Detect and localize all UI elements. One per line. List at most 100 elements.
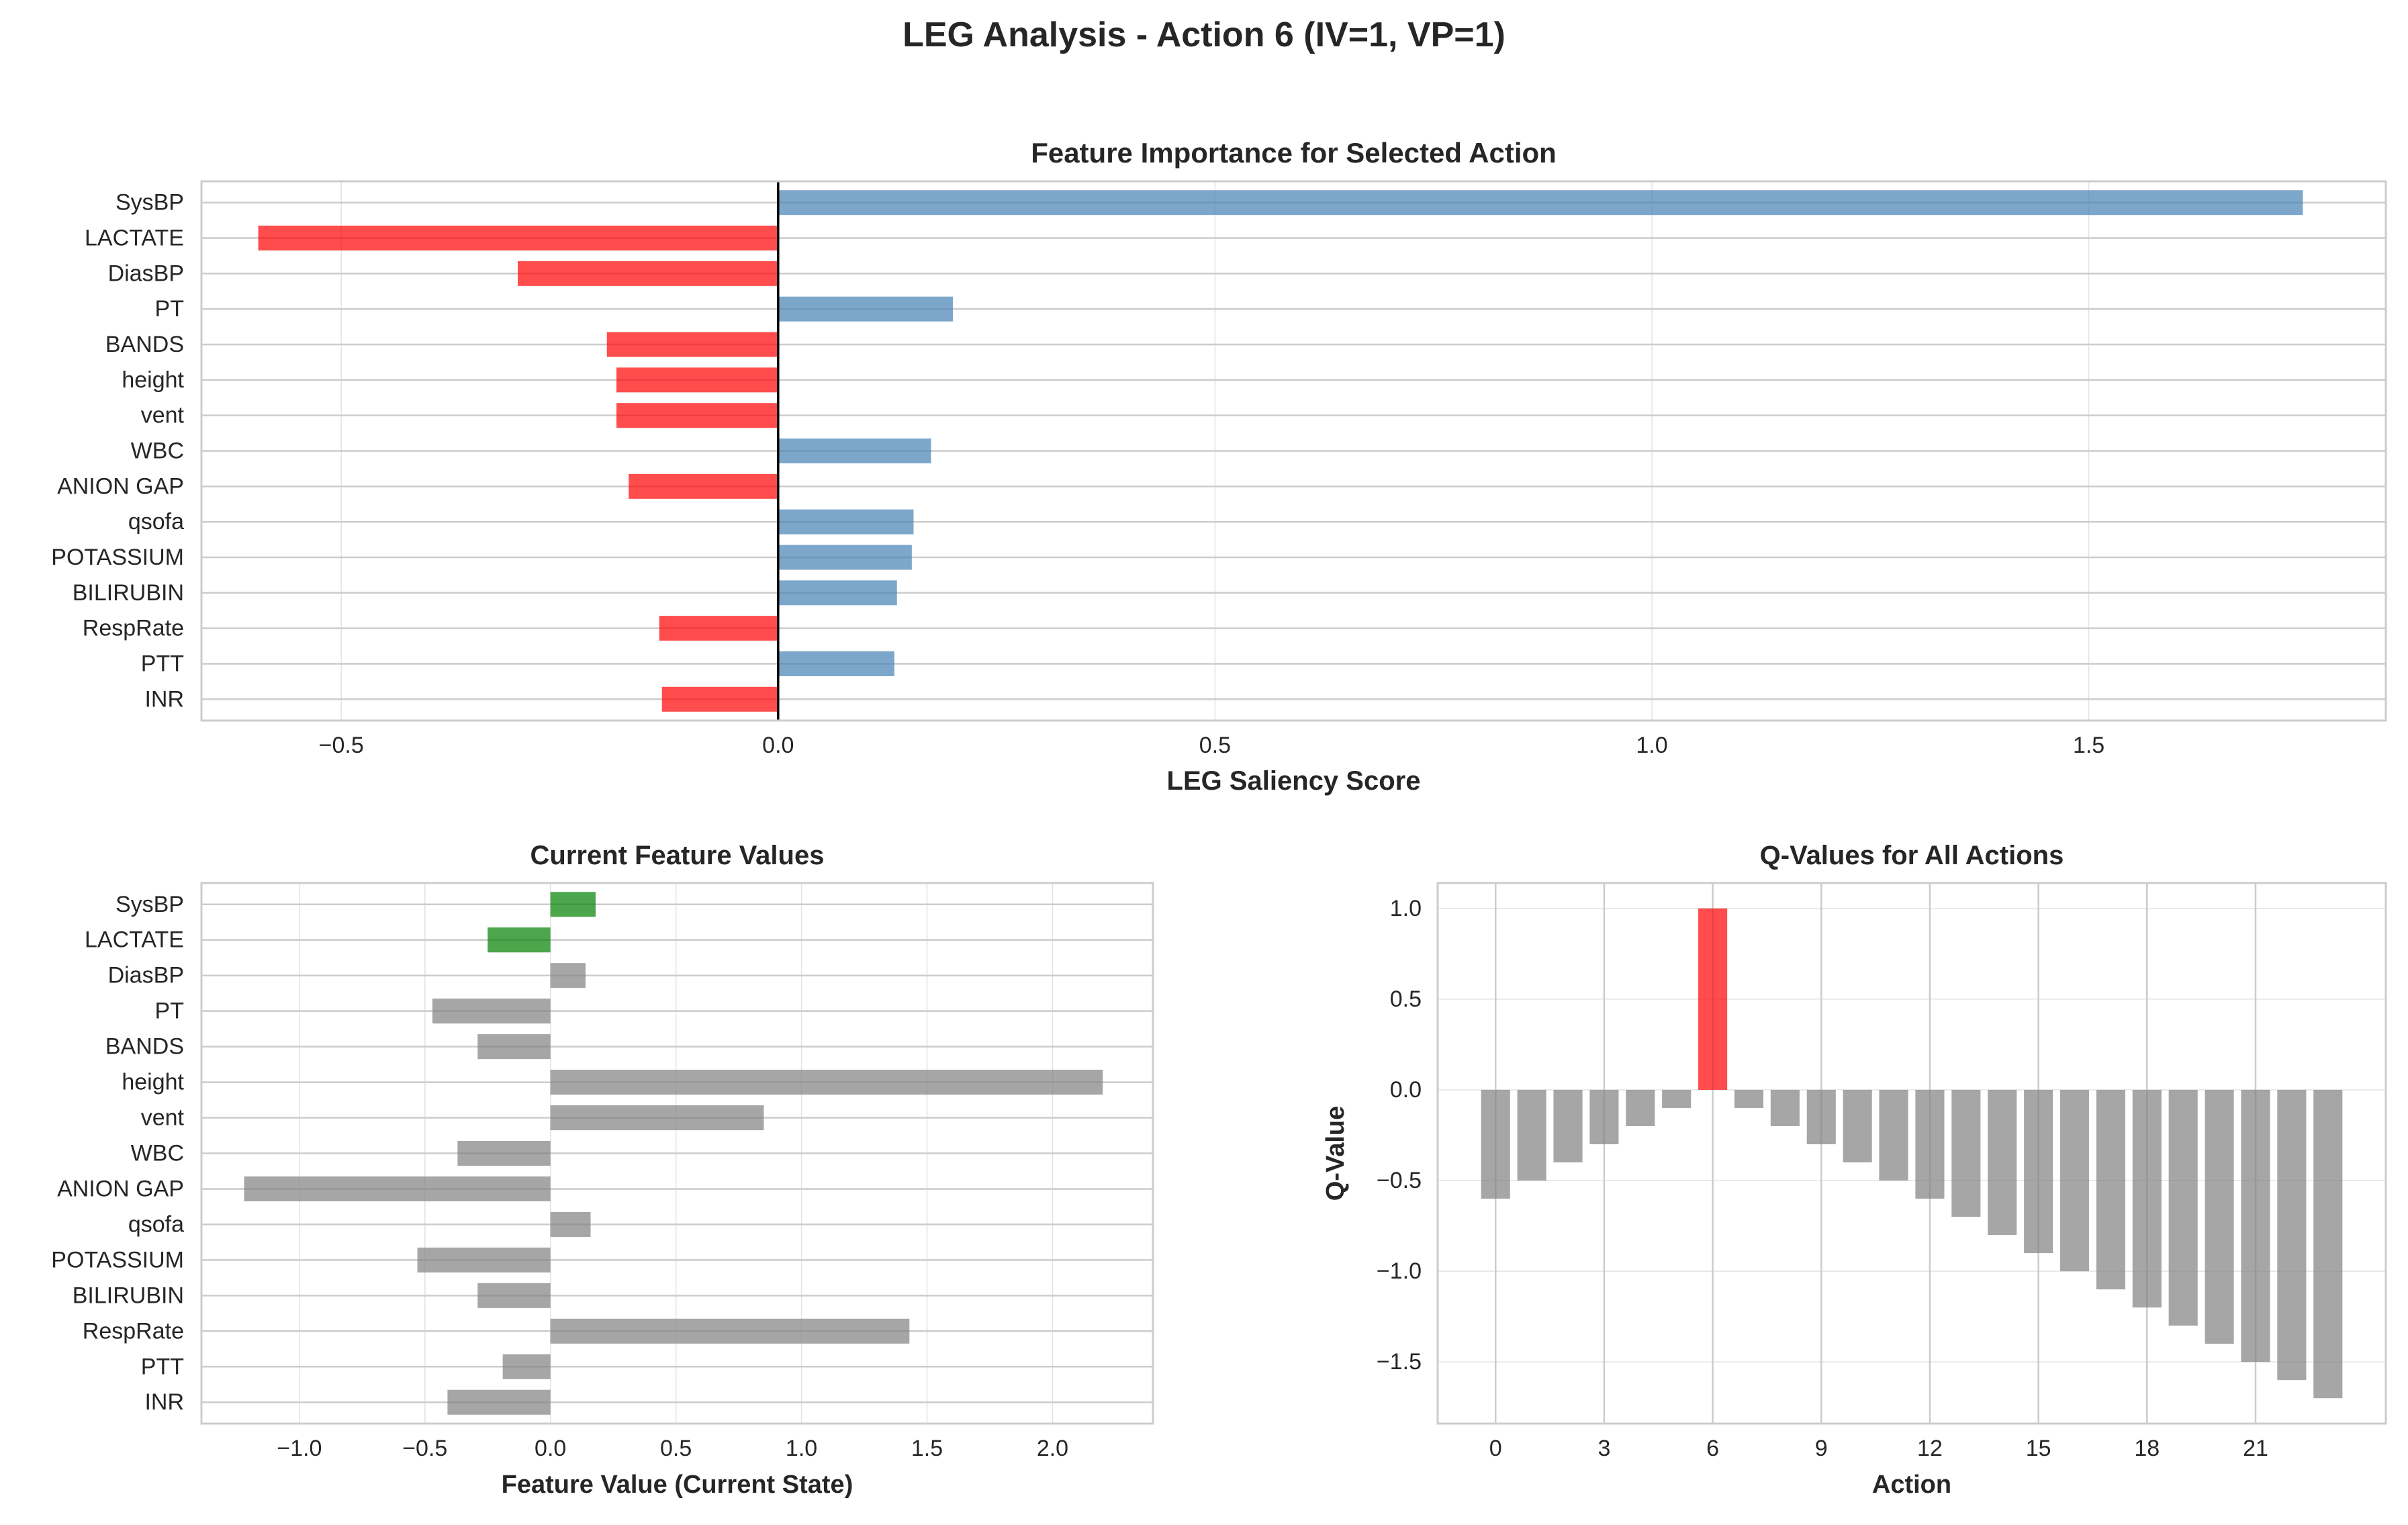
chart-title: Q-Values for All Actions [1760, 841, 2064, 870]
x-tick-label: 1.0 [786, 1436, 817, 1461]
x-tick-label: 1.5 [2073, 733, 2104, 758]
bar-potassium [417, 1247, 551, 1273]
bar-inr [447, 1389, 551, 1415]
bar-action-18 [2132, 1089, 2162, 1308]
y-tick-label: 1.0 [1390, 896, 1422, 921]
y-tick-label: −0.5 [1377, 1168, 1422, 1193]
bar-action-5 [1662, 1089, 1692, 1108]
bar-lactate [488, 927, 551, 953]
y-tick-label-bands: BANDS [105, 332, 184, 357]
bar-lactate [258, 226, 778, 251]
y-tick-label-ptt: PTT [141, 1354, 184, 1379]
x-tick-label: 18 [2134, 1436, 2160, 1461]
x-tick-label: −0.5 [402, 1436, 447, 1461]
bar-action-12 [1915, 1089, 1945, 1199]
bar-bands [606, 332, 778, 357]
bar-anion-gap [629, 473, 778, 499]
x-tick-label: 0.5 [660, 1436, 692, 1461]
bar-wbc [457, 1140, 551, 1166]
y-tick-label: −1.5 [1377, 1349, 1422, 1375]
axes-frame [200, 882, 1154, 1425]
bar-sysbp [550, 892, 596, 917]
bar-action-0 [1481, 1089, 1510, 1199]
y-tick-label-inr: INR [144, 686, 184, 712]
y-tick-label-height: height [122, 1070, 184, 1095]
bar-qsofa [550, 1211, 591, 1237]
saliency-chart: SysBP LACTATE DiasBP PT BANDS height vent WBC AN… [51, 137, 2387, 796]
x-tick-label: 0.5 [1199, 733, 1231, 758]
y-axis-label: Q-Value [1322, 1106, 1350, 1201]
y-tick-label-qsofa: qsofa [128, 1211, 184, 1237]
y-tick-label-anion-gap: ANION GAP [57, 1176, 184, 1201]
y-tick-label-qsofa: qsofa [128, 509, 184, 535]
bar-action-6 [1698, 908, 1728, 1090]
x-axis-label: Action [1872, 1471, 1951, 1499]
y-tick-label-vent: vent [141, 403, 185, 428]
bar-bands [477, 1034, 551, 1060]
bar-action-20 [2205, 1089, 2234, 1344]
y-tick-label-inr: INR [144, 1389, 184, 1415]
bar-bilirubin [477, 1283, 551, 1308]
bar-ptt [778, 651, 894, 676]
y-tick-label-vent: vent [141, 1105, 185, 1131]
bar-action-1 [1517, 1089, 1546, 1181]
bar-action-19 [2168, 1089, 2198, 1326]
bar-action-7 [1734, 1089, 1764, 1108]
bar-action-16 [2059, 1089, 2090, 1272]
y-tick-label-sysbp: SysBP [115, 892, 184, 917]
chart-title: Feature Importance for Selected Action [1031, 137, 1557, 169]
y-tick-label-ptt: PTT [141, 651, 184, 676]
x-axis-label: Feature Value (Current State) [502, 1471, 853, 1499]
bar-vent [550, 1105, 764, 1131]
bar-ptt [502, 1354, 551, 1379]
x-tick-label: 1.0 [1636, 733, 1667, 758]
x-tick-label: −0.5 [319, 733, 364, 758]
y-tick-label-potassium: POTASSIUM [51, 1247, 184, 1273]
x-tick-label: 15 [2026, 1436, 2051, 1461]
bar-height [550, 1070, 1103, 1095]
bar-inr [661, 686, 778, 712]
bar-action-21 [2241, 1089, 2270, 1362]
bar-sysbp [778, 190, 2303, 216]
y-tick-label-pt: PT [155, 296, 184, 322]
x-tick-label: 0.0 [535, 1436, 566, 1461]
bar-action-8 [1770, 1089, 1800, 1126]
y-tick-label-potassium: POTASSIUM [51, 545, 184, 570]
bar-bilirubin [778, 580, 897, 606]
x-tick-label: 1.5 [911, 1436, 943, 1461]
x-tick-label: 12 [1917, 1436, 1943, 1461]
bar-qsofa [778, 509, 914, 535]
y-tick-label-wbc: WBC [131, 438, 184, 464]
bar-action-22 [2277, 1089, 2307, 1381]
axes-frame [200, 180, 2387, 722]
bar-action-17 [2096, 1089, 2125, 1290]
axes-frame [1436, 882, 2387, 1425]
bar-diasbp [518, 261, 778, 286]
bar-pt [432, 999, 551, 1024]
y-tick-label-resprate: RespRate [83, 1318, 184, 1344]
y-tick-label-diasbp: DiasBP [108, 963, 184, 988]
y-tick-label-diasbp: DiasBP [108, 261, 184, 286]
bar-action-23 [2313, 1089, 2343, 1399]
y-tick-label-bilirubin: BILIRUBIN [73, 580, 184, 606]
x-tick-label: 9 [1815, 1436, 1828, 1461]
feature-values-chart: SysBP LACTATE DiasBP PT BANDS height vent WBC AN… [51, 841, 1154, 1499]
y-tick-label-resprate: RespRate [83, 616, 184, 641]
y-tick-label-lactate: LACTATE [85, 927, 184, 953]
x-tick-label: 0 [1489, 1436, 1502, 1461]
x-tick-label: 6 [1706, 1436, 1719, 1461]
bar-action-9 [1806, 1089, 1836, 1144]
y-tick-label-lactate: LACTATE [85, 226, 184, 251]
y-tick-label: −1.0 [1377, 1258, 1422, 1284]
bar-height [616, 367, 778, 393]
bar-action-2 [1553, 1089, 1583, 1163]
bar-potassium [778, 545, 912, 570]
bar-resprate [550, 1318, 910, 1344]
bar-wbc [778, 438, 931, 463]
x-tick-label: 2.0 [1037, 1436, 1068, 1461]
x-tick-label: −1.0 [277, 1436, 322, 1461]
bar-resprate [659, 616, 778, 641]
figure-title: LEG Analysis - Action 6 (IV=1, VP=1) [902, 15, 1506, 54]
x-axis-label: LEG Saliency Score [1167, 766, 1421, 796]
q-values-chart: 1.0 0.5 0.0 −0.5 −1.0 −1.5 0 3 6 9 12 15 18 21 Q-Value… [1322, 841, 2387, 1499]
